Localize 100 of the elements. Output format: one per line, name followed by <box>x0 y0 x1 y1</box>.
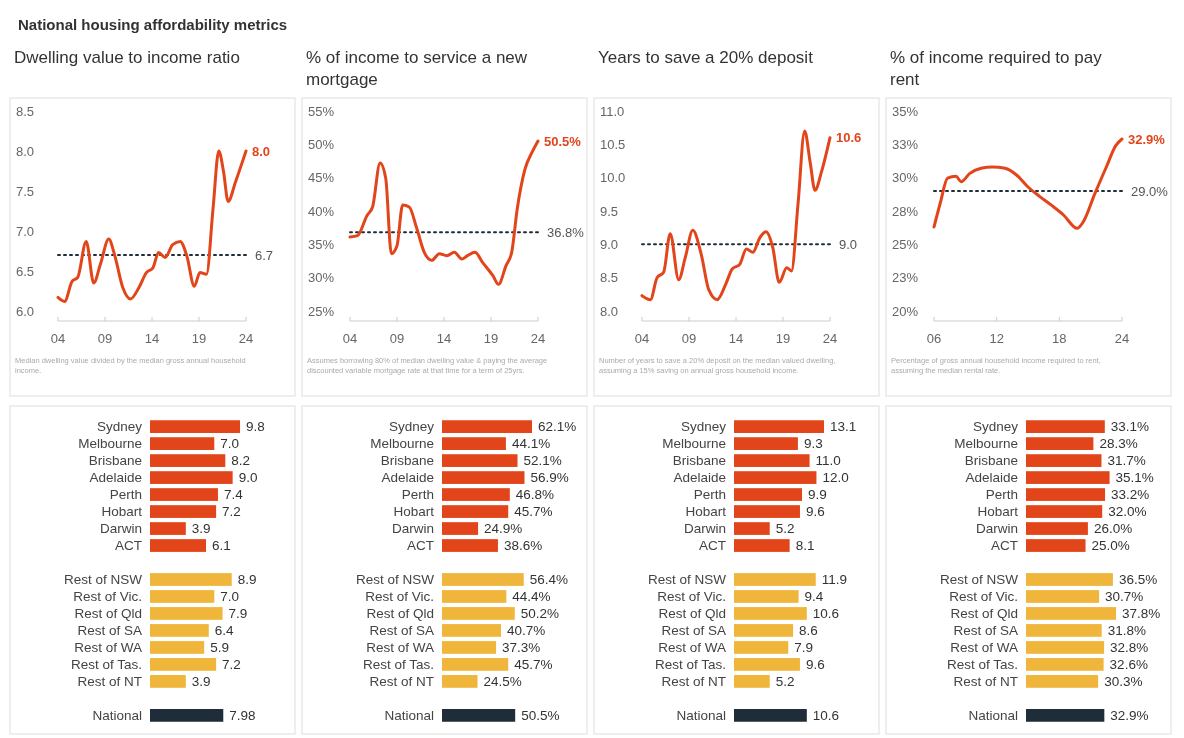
y-tick-label: Darwin <box>683 521 726 537</box>
y-tick-label: 30% <box>308 270 335 286</box>
ref-line-label: 6.7 <box>255 247 274 263</box>
bar <box>442 641 497 654</box>
y-tick-label: Rest of Vic. <box>73 589 142 605</box>
bar <box>150 709 224 722</box>
data-label: 9.0 <box>238 470 258 486</box>
y-tick-label: Rest of WA <box>366 640 434 656</box>
text: 32.9% <box>1128 131 1166 147</box>
bar <box>150 454 226 467</box>
data-label: 7.9 <box>794 640 814 656</box>
y-tick-label: Melbourne <box>954 436 1018 452</box>
x-tick-label: 09 <box>97 331 113 346</box>
y-tick-label: Rest of NT <box>77 674 142 690</box>
y-tick-label: Rest of NSW <box>647 572 727 588</box>
data-label: 52.1% <box>523 453 562 469</box>
y-tick-label: Sydney <box>972 419 1019 435</box>
data-label: 9.4 <box>804 589 824 605</box>
line-series <box>56 149 248 303</box>
bar <box>734 624 794 637</box>
y-tick-label: Rest of Tas. <box>362 657 434 673</box>
data-label: 32.9% <box>1110 708 1149 724</box>
bar <box>734 607 807 620</box>
y-tick-label: Brisbane <box>380 453 434 469</box>
bar <box>442 539 498 552</box>
data-label: 33.1% <box>1110 419 1150 435</box>
data-label: 13.1 <box>830 419 857 435</box>
bar <box>1026 590 1100 603</box>
bar <box>442 709 516 722</box>
x-tick-label: 24 <box>822 331 838 346</box>
y-tick-label: Rest of SA <box>369 623 434 639</box>
data-label: 37.3% <box>502 640 541 656</box>
data-label: 45.7% <box>514 504 553 520</box>
y-tick-label: 7.5 <box>16 183 35 199</box>
y-tick-label: Rest of SA <box>953 623 1018 639</box>
y-tick-label: Melbourne <box>370 436 434 452</box>
data-label: 28.3% <box>1099 436 1138 452</box>
bar <box>734 471 817 484</box>
bar <box>734 675 770 688</box>
bar <box>442 488 510 501</box>
bar <box>734 709 807 722</box>
data-label: 3.9 <box>191 674 211 690</box>
bar <box>1026 641 1105 654</box>
data-label: 9.8 <box>246 419 265 435</box>
bar <box>442 658 509 671</box>
data-label: 5.2 <box>775 521 795 537</box>
data-label: 10.6 <box>812 606 840 622</box>
x-tick-label: 06 <box>926 331 942 346</box>
data-label: 30.3% <box>1104 674 1143 690</box>
data-label: 5.9 <box>210 640 229 656</box>
data-label: 10.6 <box>812 708 840 724</box>
y-tick-label: 7.0 <box>16 223 35 239</box>
x-tick-label: 09 <box>681 331 697 346</box>
y-tick-label: Rest of NT <box>661 674 726 690</box>
data-label: 3.9 <box>191 521 211 537</box>
bar <box>150 624 209 637</box>
y-tick-label: 8.0 <box>16 143 35 159</box>
bar <box>442 420 532 433</box>
y-tick-label: 28% <box>892 203 919 219</box>
data-label: 9.3 <box>803 436 823 452</box>
bar <box>150 573 232 586</box>
y-tick-label: Perth <box>693 487 726 503</box>
x-tick-label: 19 <box>483 331 499 346</box>
data-label: 50.5% <box>521 708 560 724</box>
chart-title: Dwelling value to income ratio <box>14 48 240 67</box>
bar <box>442 471 525 484</box>
data-label: 33.2% <box>1111 487 1150 503</box>
bar <box>150 590 215 603</box>
y-tick-label: Rest of SA <box>661 623 726 639</box>
y-tick-label: Rest of Tas. <box>654 657 726 673</box>
y-tick-label: National <box>968 708 1018 724</box>
y-tick-label: Rest of Qld <box>658 606 726 622</box>
bar <box>442 607 515 620</box>
bar <box>150 675 186 688</box>
y-tick-label: 45% <box>308 170 335 186</box>
data-label: 45.7% <box>514 657 553 673</box>
y-tick-label: 33% <box>892 136 919 152</box>
bar <box>442 624 501 637</box>
y-tick-label: Brisbane <box>672 453 726 469</box>
data-label: 8.1 <box>795 538 815 554</box>
y-tick-label: 50% <box>308 136 335 152</box>
y-tick-label: ACT <box>699 538 726 554</box>
bar <box>734 590 799 603</box>
x-tick-label: 04 <box>342 331 358 346</box>
y-tick-label: 35% <box>892 103 919 119</box>
y-tick-label: Sydney <box>388 419 435 435</box>
data-label: 7.2 <box>222 504 241 520</box>
data-label: 31.7% <box>1107 453 1146 469</box>
bar <box>1026 454 1102 467</box>
y-tick-label: 55% <box>308 103 335 119</box>
y-tick-label: 25% <box>308 303 335 319</box>
bar <box>1026 607 1116 620</box>
bar <box>1026 709 1105 722</box>
data-label: 12.0 <box>822 470 849 486</box>
y-tick-label: Rest of Vic. <box>365 589 434 605</box>
chart-title: Years to save a 20% deposit <box>598 48 814 67</box>
y-tick-label: 9.5 <box>600 203 619 219</box>
data-label: 7.4 <box>223 487 244 503</box>
y-tick-label: Darwin <box>99 521 142 537</box>
y-tick-label: Sydney <box>680 419 727 435</box>
